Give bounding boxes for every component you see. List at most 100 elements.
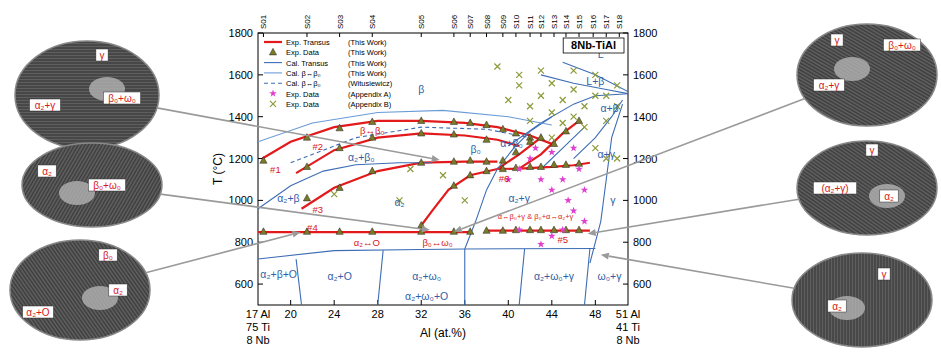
legend-source: (Witusiewicz) (348, 79, 393, 88)
data-point (336, 184, 343, 191)
lamella (0, 74, 197, 75)
legend-label: Cal. β↔β₀ (286, 69, 321, 78)
micrograph-phase (869, 184, 905, 208)
lamella (82, 155, 208, 335)
lamella (74, 160, 200, 340)
data-point (483, 158, 490, 165)
data-point (549, 80, 555, 86)
top-tick (421, 33, 422, 37)
region-label: α+β₀ (500, 137, 523, 149)
data-point (260, 157, 267, 164)
lamella (826, 0, 941, 36)
transus-line (465, 169, 498, 249)
top-tick-label: S02 (303, 14, 312, 29)
region-label: β₀ (470, 143, 480, 155)
legend-swatch (269, 48, 276, 55)
region-label: ω₀+γ (598, 270, 623, 282)
micrograph-label-box (866, 144, 878, 156)
legend: Exp. Transus(This Work)Exp. Data(This Wo… (264, 38, 393, 109)
legend-label: Cal. β↔β₀ (286, 79, 321, 88)
micrograph-label: α₂ (884, 191, 894, 202)
lamella (804, 0, 941, 75)
region-label: α₂ (394, 196, 404, 208)
composition-label: 41 Ti (616, 321, 640, 333)
legend-source: (Appendix B) (348, 100, 392, 109)
lamella (853, 190, 854, 362)
data-point (549, 110, 555, 116)
lamella (820, 190, 821, 362)
lamella (37, 186, 163, 362)
lamella (769, 24, 941, 134)
micrograph-border (797, 141, 937, 235)
micrograph-label-box (884, 39, 921, 51)
y-tick-right (623, 158, 628, 159)
micrograph-arrowhead (601, 253, 609, 260)
lamella (808, 0, 941, 67)
lamella (792, 0, 941, 95)
data-point (483, 136, 490, 143)
lamella (131, 144, 241, 335)
y-tick-label: 1600 (229, 69, 253, 81)
micrograph-label-box (99, 249, 117, 261)
data-point (550, 161, 557, 168)
lamella (0, 44, 197, 45)
data-point (440, 172, 446, 178)
lamella (784, 190, 785, 362)
y-tick-label-right: 1600 (633, 69, 657, 81)
lamella (805, 85, 941, 211)
x-tick (508, 300, 509, 305)
micrograph-label: β₀ (103, 250, 113, 261)
y-tick-label: 600 (235, 278, 253, 290)
lamella (0, 71, 197, 72)
data-point (369, 118, 376, 125)
data-point (537, 226, 544, 233)
data-point (369, 167, 376, 174)
data-point (515, 165, 523, 172)
lamella (0, 29, 197, 30)
micrographs: γβ₀+ω₀α₂+γα₂β₀+ω₀β₀α₂α₂+Oγβ₀+ω₀α₂+γγ(α₂+… (0, 0, 941, 362)
lamella (769, 190, 770, 362)
data-point (570, 144, 578, 151)
annotations: LL+ββα+βα+γγβ₀α+β₀α₂+β₀α₂+βα₂α₂+γα₂+β+Oα… (260, 48, 622, 302)
micrograph-arrowhead (431, 155, 440, 162)
lamella (807, 82, 941, 208)
lamella (814, 190, 815, 362)
data-point (550, 226, 557, 233)
lamella (0, 263, 53, 362)
top-tick-label: S10 (512, 14, 521, 29)
lamella (105, 129, 215, 320)
arrows (146, 99, 805, 289)
micrograph-arrow (146, 234, 293, 273)
lamella (0, 215, 122, 362)
y-tick-right (623, 74, 628, 75)
micrograph-border (22, 143, 162, 227)
data-point (467, 157, 474, 164)
lamella (813, 0, 941, 59)
legend-swatch (264, 83, 282, 84)
title-box (563, 38, 624, 53)
lamella (8, 206, 134, 362)
legend-source: (This Work) (348, 59, 387, 68)
micrograph-label: γ (882, 269, 887, 280)
lamella (822, 60, 941, 186)
lamella (771, 22, 941, 132)
data-point (575, 165, 583, 172)
region-label: α₂+O (327, 270, 351, 282)
lamella (910, 190, 911, 362)
data-point (505, 97, 511, 103)
data-point (581, 103, 587, 109)
top-tick-label: S05 (417, 14, 426, 29)
lamella (783, 117, 941, 243)
y-tick (258, 116, 263, 117)
x-tick-label: 32 (415, 308, 427, 320)
lamella (838, 38, 941, 164)
title: 8Nb-TiAl (571, 39, 616, 51)
lamella (0, 113, 197, 114)
top-tick-label: S14 (562, 14, 571, 29)
legend-swatch (270, 101, 276, 107)
lamella (98, 125, 208, 316)
lamella (802, 0, 941, 77)
data-point (603, 93, 609, 99)
data-point (483, 227, 490, 234)
data-point (538, 68, 544, 74)
